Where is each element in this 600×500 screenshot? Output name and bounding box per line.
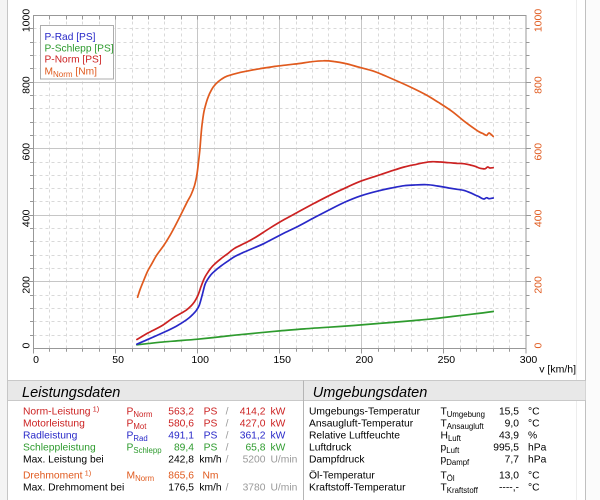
svg-text:400: 400: [21, 209, 33, 227]
svg-text:/: /: [226, 483, 229, 494]
svg-text:Drehmoment 1): Drehmoment 1): [23, 469, 92, 482]
svg-text:HLuft: HLuft: [441, 431, 462, 444]
svg-text:/: /: [226, 419, 229, 430]
svg-text:TAnsaugluft: TAnsaugluft: [441, 419, 485, 432]
svg-text:Öl-Temperatur: Öl-Temperatur: [309, 470, 375, 482]
svg-text:P-Schlepp [PS]: P-Schlepp [PS]: [45, 44, 114, 55]
svg-text:pLuft: pLuft: [441, 443, 461, 456]
svg-text:7,7: 7,7: [505, 455, 520, 466]
svg-text:PS: PS: [204, 443, 218, 454]
svg-text:TÖl: TÖl: [441, 471, 455, 484]
svg-text:Max. Drehmoment bei: Max. Drehmoment bei: [23, 483, 124, 494]
svg-text:PSchlepp: PSchlepp: [127, 443, 163, 456]
svg-text:13,0: 13,0: [499, 471, 519, 482]
svg-text:9,0: 9,0: [505, 419, 520, 430]
svg-text:361,2: 361,2: [240, 431, 266, 442]
svg-text:200: 200: [356, 354, 374, 366]
svg-text:5200: 5200: [243, 455, 266, 466]
svg-text:kW: kW: [271, 407, 286, 418]
svg-text:Relative Luftfeuchte: Relative Luftfeuchte: [309, 431, 400, 442]
svg-text:865,6: 865,6: [168, 471, 194, 482]
svg-text:0: 0: [33, 354, 39, 366]
svg-text:P-Rad [PS]: P-Rad [PS]: [45, 32, 96, 43]
svg-text:U/min: U/min: [271, 483, 298, 494]
svg-text:Umgebungsdaten: Umgebungsdaten: [313, 385, 427, 401]
svg-text:TKraftstoff: TKraftstoff: [441, 483, 479, 496]
svg-text:Umgebungs-Temperatur: Umgebungs-Temperatur: [309, 407, 421, 418]
svg-text:15,5: 15,5: [499, 407, 519, 418]
svg-text:400: 400: [533, 209, 545, 227]
svg-text:0: 0: [21, 343, 33, 349]
svg-text:v [km/h]: v [km/h]: [539, 364, 576, 376]
svg-text:3780: 3780: [243, 483, 266, 494]
svg-text:800: 800: [21, 76, 33, 94]
svg-text:Luftdruck: Luftdruck: [309, 443, 352, 454]
svg-text:Kraftstoff-Temperatur: Kraftstoff-Temperatur: [309, 483, 406, 494]
svg-text:Nm: Nm: [202, 471, 218, 482]
svg-text:TUmgebung: TUmgebung: [441, 407, 485, 420]
svg-text:%: %: [528, 431, 537, 442]
svg-text:600: 600: [533, 143, 545, 161]
svg-text:pDampf: pDampf: [441, 455, 471, 468]
svg-text:----,-: ----,-: [499, 483, 519, 494]
svg-text:427,0: 427,0: [240, 419, 266, 430]
svg-text:65,8: 65,8: [245, 443, 265, 454]
svg-text:km/h: km/h: [199, 483, 222, 494]
svg-text:MNorm: MNorm: [127, 471, 155, 484]
svg-text:300: 300: [520, 354, 538, 366]
svg-text:Dampfdruck: Dampfdruck: [309, 455, 365, 466]
svg-text:995,5: 995,5: [493, 443, 519, 454]
svg-text:MNorm [Nm]: MNorm [Nm]: [45, 67, 98, 80]
svg-text:800: 800: [533, 76, 545, 94]
svg-text:1000: 1000: [21, 9, 33, 33]
svg-text:Ansaugluft-Temperatur: Ansaugluft-Temperatur: [309, 419, 414, 430]
svg-text:580,6: 580,6: [168, 419, 194, 430]
svg-text:hPa: hPa: [528, 443, 547, 454]
svg-text:176,5: 176,5: [168, 483, 194, 494]
svg-text:°C: °C: [528, 483, 540, 494]
svg-text:150: 150: [273, 354, 291, 366]
svg-text:PS: PS: [204, 431, 218, 442]
svg-text:kW: kW: [271, 443, 286, 454]
svg-text:Radleistung: Radleistung: [23, 431, 78, 442]
svg-text:PMot: PMot: [127, 419, 148, 432]
svg-text:0: 0: [533, 343, 545, 349]
svg-text:kW: kW: [271, 431, 286, 442]
svg-text:PS: PS: [204, 407, 218, 418]
svg-text:PNorm: PNorm: [127, 407, 153, 420]
svg-text:hPa: hPa: [528, 455, 547, 466]
svg-text:563,2: 563,2: [168, 407, 194, 418]
svg-text:43,9: 43,9: [499, 431, 519, 442]
svg-text:1000: 1000: [533, 9, 545, 33]
svg-text:°C: °C: [528, 419, 540, 430]
svg-text:/: /: [226, 455, 229, 466]
svg-text:/: /: [226, 431, 229, 442]
svg-text:Motorleistung: Motorleistung: [23, 419, 85, 430]
svg-text:km/h: km/h: [199, 455, 222, 466]
svg-text:°C: °C: [528, 471, 540, 482]
svg-text:Leistungsdaten: Leistungsdaten: [22, 385, 120, 401]
svg-text:PS: PS: [204, 419, 218, 430]
svg-text:PRad: PRad: [127, 431, 148, 444]
svg-text:/: /: [226, 443, 229, 454]
svg-text:Norm-Leistung 1): Norm-Leistung 1): [23, 405, 100, 418]
svg-text:U/min: U/min: [271, 455, 298, 466]
svg-text:200: 200: [21, 276, 33, 294]
svg-text:200: 200: [533, 276, 545, 294]
svg-text:100: 100: [191, 354, 209, 366]
svg-text:50: 50: [112, 354, 124, 366]
svg-text:P-Norm [PS]: P-Norm [PS]: [45, 55, 102, 66]
svg-text:89,4: 89,4: [174, 443, 194, 454]
svg-text:242,8: 242,8: [168, 455, 194, 466]
svg-text:Max. Leistung bei: Max. Leistung bei: [23, 455, 104, 466]
svg-text:250: 250: [438, 354, 456, 366]
svg-text:491,1: 491,1: [168, 431, 194, 442]
svg-text:°C: °C: [528, 407, 540, 418]
svg-text:/: /: [226, 407, 229, 418]
svg-text:kW: kW: [271, 419, 286, 430]
svg-text:414,2: 414,2: [240, 407, 266, 418]
svg-text:Schleppleistung: Schleppleistung: [23, 443, 96, 454]
svg-text:600: 600: [21, 143, 33, 161]
